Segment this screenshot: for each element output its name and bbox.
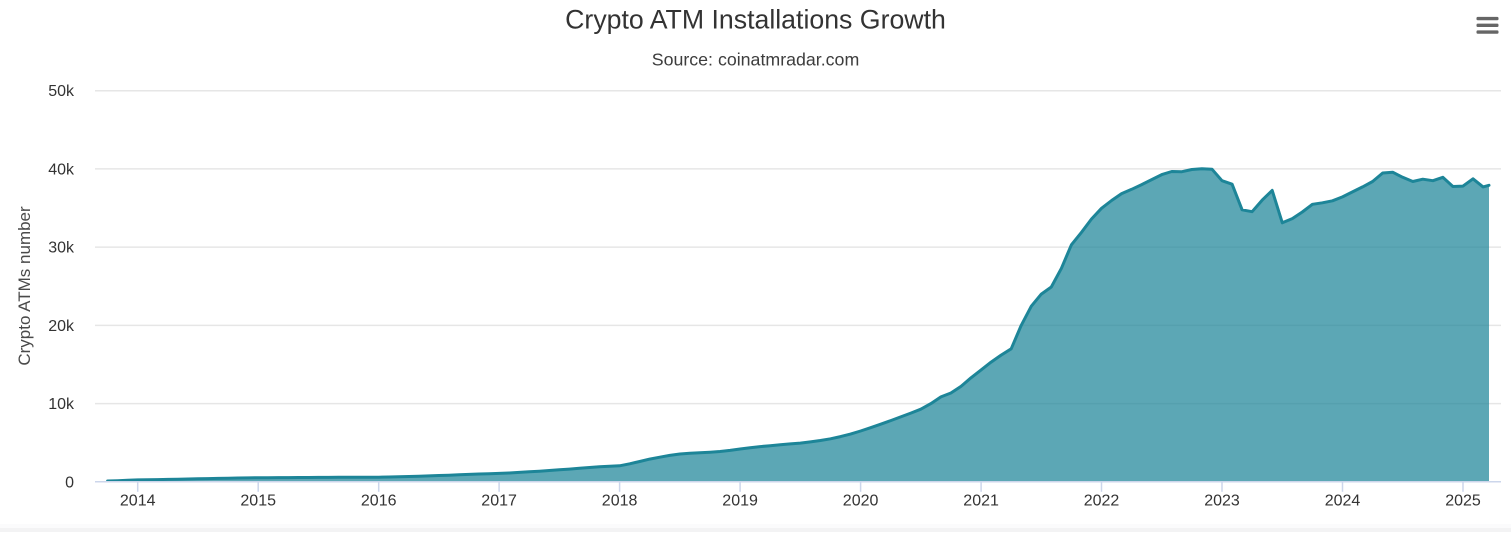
svg-text:30k: 30k — [48, 240, 75, 257]
svg-text:Crypto ATM Installations Growt: Crypto ATM Installations Growth — [565, 5, 946, 35]
svg-text:2020: 2020 — [843, 493, 879, 510]
svg-text:2023: 2023 — [1204, 493, 1240, 510]
svg-text:Crypto ATMs number: Crypto ATMs number — [15, 206, 34, 366]
svg-text:Source: coinatmradar.com: Source: coinatmradar.com — [652, 50, 860, 70]
svg-text:20k: 20k — [48, 318, 75, 335]
svg-text:2024: 2024 — [1325, 493, 1361, 510]
svg-text:0: 0 — [65, 474, 74, 491]
svg-text:2021: 2021 — [963, 493, 999, 510]
svg-text:50k: 50k — [48, 83, 75, 100]
svg-text:2017: 2017 — [481, 493, 517, 510]
svg-text:2019: 2019 — [722, 493, 758, 510]
svg-text:2025: 2025 — [1445, 493, 1481, 510]
svg-text:2022: 2022 — [1084, 493, 1120, 510]
svg-text:2016: 2016 — [361, 493, 397, 510]
svg-text:2015: 2015 — [240, 493, 276, 510]
svg-text:2018: 2018 — [602, 493, 638, 510]
svg-text:10k: 10k — [48, 396, 75, 413]
svg-text:2014: 2014 — [120, 493, 156, 510]
svg-text:40k: 40k — [48, 161, 75, 178]
